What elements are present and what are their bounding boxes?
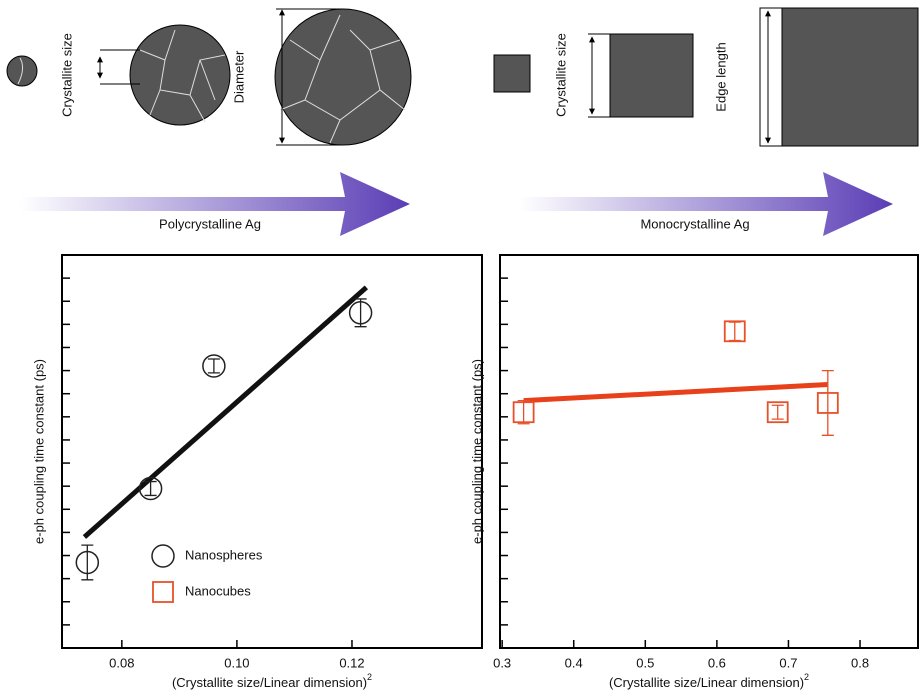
x-tick-label: 0.4 — [565, 655, 583, 670]
y-axis-label: e-ph coupling time constant (ps) — [469, 359, 484, 544]
particle — [609, 33, 694, 118]
x-axis-label-power: 2 — [804, 672, 809, 682]
arrow — [20, 172, 410, 236]
x-tick-label: 0.5 — [636, 655, 654, 670]
error-bar — [728, 321, 741, 342]
fit-line — [523, 381, 828, 404]
crystal — [493, 54, 531, 93]
point — [202, 354, 226, 378]
x-tick-label: 0.10 — [224, 655, 249, 670]
x-tick-label: 0.3 — [493, 655, 511, 670]
point — [75, 550, 100, 575]
error-bar — [354, 298, 367, 328]
legend-label: Nanospheres — [185, 547, 263, 562]
plot-frame — [61, 254, 483, 649]
legend-label: Nanocubes — [185, 583, 251, 598]
x-axis-label: (Crystallite size/Linear dimension)2 — [172, 672, 372, 690]
particle — [781, 7, 919, 147]
y-axis-label: e-ph coupling time constant (ps) — [31, 359, 46, 544]
x-axis-label-text: (Crystallite size/Linear dimension) — [609, 675, 804, 690]
label: Diameter — [231, 50, 246, 103]
error-bar — [207, 358, 220, 374]
x-tick-label: 0.12 — [339, 655, 364, 670]
label: Edge length — [713, 42, 728, 111]
arrow-label: Polycrystalline Ag — [159, 216, 261, 231]
plot-frame — [499, 254, 919, 649]
legend-marker — [152, 581, 174, 603]
x-tick-label: 0.08 — [109, 655, 134, 670]
particle — [274, 8, 412, 146]
particle — [129, 24, 231, 126]
point — [766, 401, 789, 424]
x-axis-label-text: (Crystallite size/Linear dimension) — [172, 675, 367, 690]
fit-line — [82, 285, 369, 539]
arrow — [520, 172, 893, 236]
error-bar — [81, 544, 94, 581]
x-tick-label: 0.7 — [779, 655, 797, 670]
x-axis-label-power: 2 — [367, 672, 372, 682]
error-bar — [821, 369, 834, 436]
arrow-label: Monocrystalline Ag — [640, 216, 749, 231]
point — [138, 476, 163, 501]
point — [512, 401, 535, 424]
point — [816, 392, 839, 414]
point — [723, 320, 746, 343]
label: Crystallite size — [59, 33, 74, 117]
frame — [759, 7, 783, 147]
x-tick-label: 0.6 — [708, 655, 726, 670]
legend-marker — [151, 544, 175, 568]
label: Crystallite size — [553, 33, 568, 117]
error-bar — [144, 480, 157, 497]
error-bar — [771, 404, 784, 420]
schematic — [6, 7, 919, 236]
x-tick-label: 0.8 — [851, 655, 869, 670]
error-bar — [517, 399, 530, 425]
x-axis-label: (Crystallite size/Linear dimension)2 — [609, 672, 809, 690]
point — [348, 301, 373, 325]
